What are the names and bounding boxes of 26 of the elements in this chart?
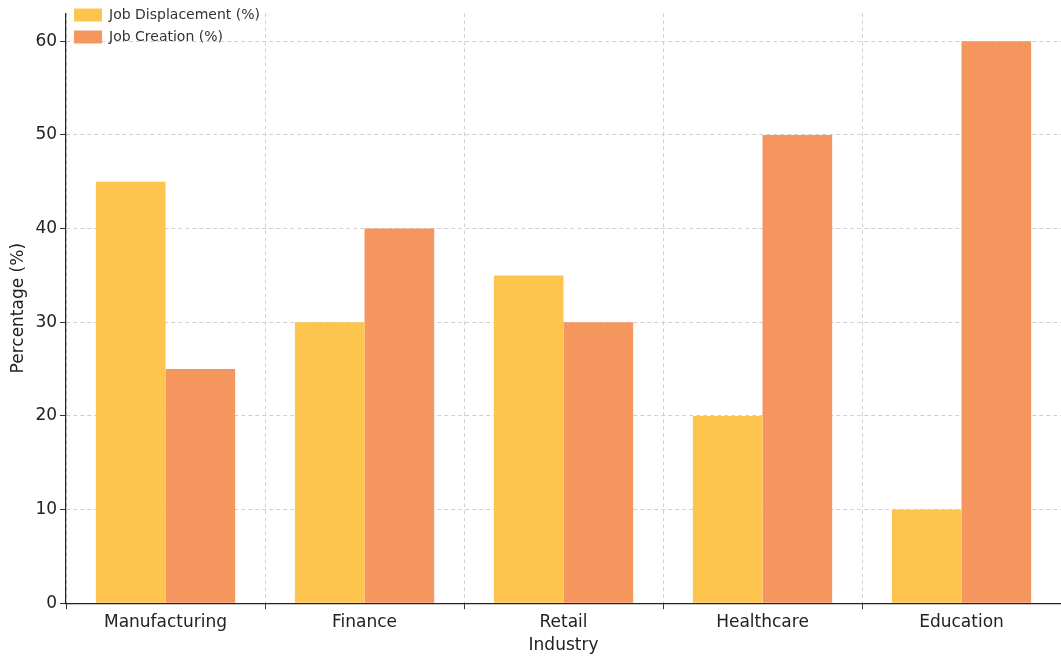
y-tick-label: 30 [35,310,58,331]
x-tick-label: Education [919,610,1004,631]
y-tick-label: 10 [35,497,58,518]
x-tick-label: Healthcare [716,610,809,631]
x-tick-label: Manufacturing [103,610,228,631]
bar [493,275,564,603]
bar [762,134,833,603]
bar [891,509,962,603]
bar [692,415,763,603]
y-tick-label: 50 [35,123,58,144]
y-tick-label: 20 [35,404,58,425]
legend-label: Job Creation (%) [108,27,223,44]
bar [961,41,1032,603]
y-axis-title: Percentage (%) [6,242,27,374]
x-tick-label: Finance [332,610,398,631]
y-tick-label: 0 [46,591,58,612]
bar [95,181,166,603]
bar [364,228,435,603]
x-tick-label: Retail [539,610,588,631]
bar [294,322,365,603]
bar [165,369,236,603]
y-tick-label: 60 [35,29,58,50]
x-axis-title: Industry [528,634,599,655]
y-tick-label: 40 [35,217,58,238]
legend-label: Job Displacement (%) [108,5,260,22]
bar [563,322,634,603]
